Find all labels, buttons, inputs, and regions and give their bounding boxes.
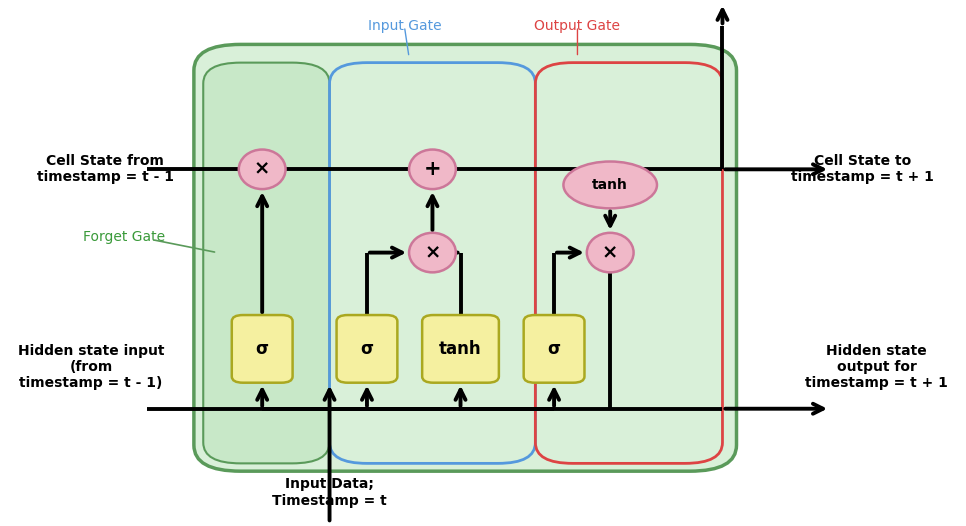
FancyBboxPatch shape xyxy=(524,315,584,383)
Text: σ: σ xyxy=(548,340,560,358)
Text: Cell State from
timestamp = t - 1: Cell State from timestamp = t - 1 xyxy=(37,154,174,185)
Ellipse shape xyxy=(239,149,286,189)
Text: Input Data;
Timestamp = t: Input Data; Timestamp = t xyxy=(272,478,387,508)
Text: Output Gate: Output Gate xyxy=(534,19,620,33)
Text: tanh: tanh xyxy=(440,340,482,358)
FancyBboxPatch shape xyxy=(422,315,498,383)
Text: Hidden state
output for
timestamp = t + 1: Hidden state output for timestamp = t + … xyxy=(806,344,949,390)
Ellipse shape xyxy=(409,149,456,189)
Ellipse shape xyxy=(409,233,456,272)
Text: +: + xyxy=(424,159,441,179)
FancyBboxPatch shape xyxy=(194,44,736,471)
Text: Hidden state input
(from
timestamp = t - 1): Hidden state input (from timestamp = t -… xyxy=(17,344,164,390)
Text: σ: σ xyxy=(360,340,374,358)
Ellipse shape xyxy=(586,233,634,272)
Text: tanh: tanh xyxy=(592,178,628,192)
Text: σ: σ xyxy=(256,340,269,358)
Ellipse shape xyxy=(563,161,657,208)
Text: Cell State to
timestamp = t + 1: Cell State to timestamp = t + 1 xyxy=(791,154,934,185)
Text: Forget Gate: Forget Gate xyxy=(83,230,165,244)
FancyBboxPatch shape xyxy=(203,63,329,463)
Text: ×: × xyxy=(254,160,270,179)
Text: Input Gate: Input Gate xyxy=(368,19,441,33)
FancyBboxPatch shape xyxy=(232,315,293,383)
Text: ×: × xyxy=(424,243,440,262)
Text: ×: × xyxy=(602,243,618,262)
FancyBboxPatch shape xyxy=(336,315,397,383)
